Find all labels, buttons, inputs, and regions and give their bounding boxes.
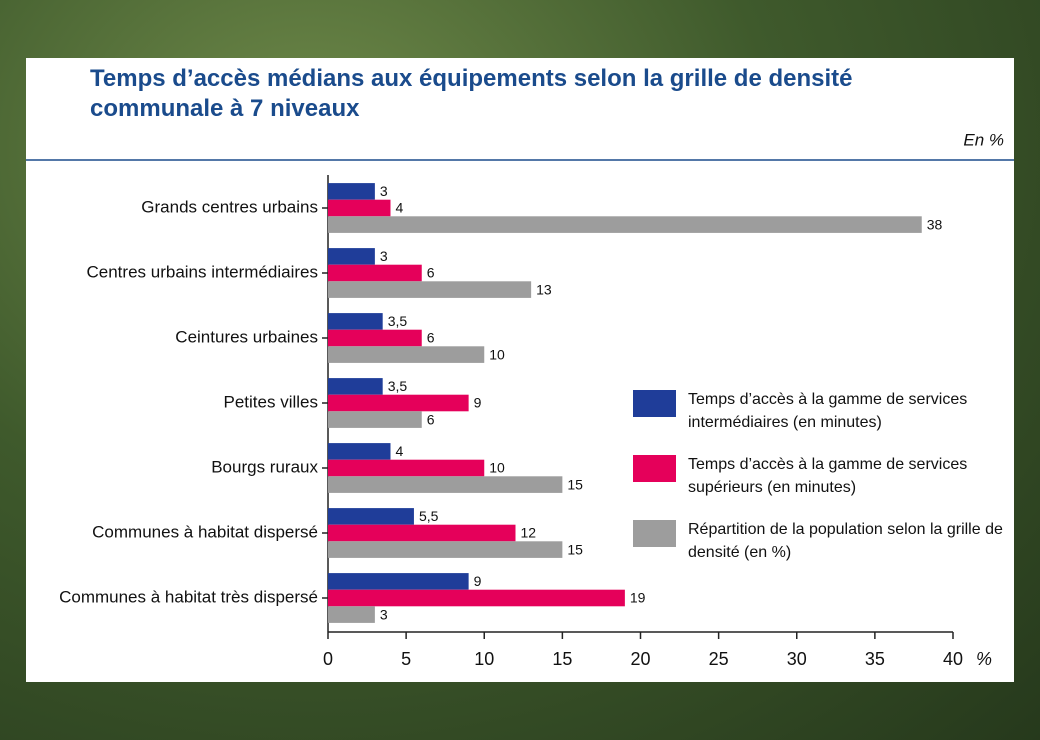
panel (26, 58, 1014, 682)
value-label: 5,5 (419, 508, 439, 524)
value-label: 6 (427, 265, 435, 281)
category-label: Petites villes (224, 392, 318, 411)
category-label: Communes à habitat très dispersé (59, 587, 318, 606)
category-label: Ceintures urbaines (175, 327, 318, 346)
x-tick-label: 25 (709, 649, 729, 669)
value-label: 3,5 (388, 378, 408, 394)
bar (328, 541, 563, 558)
legend-label: Temps d’accès à la gamme de services int… (688, 391, 968, 431)
bar (328, 524, 516, 542)
legend-swatch (633, 455, 676, 482)
bar (328, 313, 383, 330)
x-tick-label: 30 (787, 649, 807, 669)
bar (328, 443, 391, 460)
legend-label: Répartition de la population selon la gr… (688, 521, 1003, 561)
bar (328, 183, 375, 200)
value-label: 10 (489, 460, 505, 476)
value-label: 19 (630, 590, 646, 606)
value-label: 13 (536, 281, 552, 297)
chart-title: Temps d’accès médians aux équipements se… (90, 65, 853, 122)
bar (328, 508, 414, 525)
value-label: 3 (380, 183, 388, 199)
bar (328, 411, 422, 428)
bar (328, 248, 375, 265)
x-tick-label: 15 (552, 649, 572, 669)
category-label: Grands centres urbains (141, 197, 318, 216)
bar (328, 476, 563, 493)
value-label: 10 (489, 346, 505, 362)
bar (328, 216, 922, 233)
category-label: Bourgs ruraux (211, 457, 318, 476)
value-label: 4 (396, 443, 404, 459)
x-tick-label: 10 (474, 649, 494, 669)
value-label: 12 (521, 525, 537, 541)
bar (328, 378, 383, 395)
value-label: 3,5 (388, 313, 408, 329)
value-label: 9 (474, 395, 482, 411)
x-tick-label: 0 (323, 649, 333, 669)
legend-swatch (633, 390, 676, 417)
legend-swatch (633, 520, 676, 547)
x-tick-label: 40 (943, 649, 963, 669)
legend-label: Temps d’accès à la gamme de services sup… (688, 456, 968, 496)
bar (328, 346, 485, 363)
value-label: 4 (396, 200, 404, 216)
category-label: Communes à habitat dispersé (92, 522, 318, 541)
value-label: 6 (427, 330, 435, 346)
bar (328, 573, 469, 590)
bar (328, 329, 422, 347)
value-label: 15 (567, 476, 583, 492)
x-unit: % (976, 649, 992, 669)
value-label: 9 (474, 573, 482, 589)
bar (328, 459, 485, 477)
bar (328, 281, 532, 298)
category-label: Centres urbains intermédiaires (87, 262, 319, 281)
value-label: 3 (380, 248, 388, 264)
value-label: 38 (927, 216, 943, 232)
bar (328, 606, 375, 623)
unit-note: En % (963, 130, 1004, 149)
bar (328, 264, 422, 282)
x-tick-label: 20 (630, 649, 650, 669)
bar (328, 199, 391, 217)
x-tick-label: 5 (401, 649, 411, 669)
bar (328, 589, 625, 607)
value-label: 3 (380, 606, 388, 622)
bar (328, 394, 469, 412)
x-tick-label: 35 (865, 649, 885, 669)
value-label: 15 (567, 541, 583, 557)
value-label: 6 (427, 411, 435, 427)
